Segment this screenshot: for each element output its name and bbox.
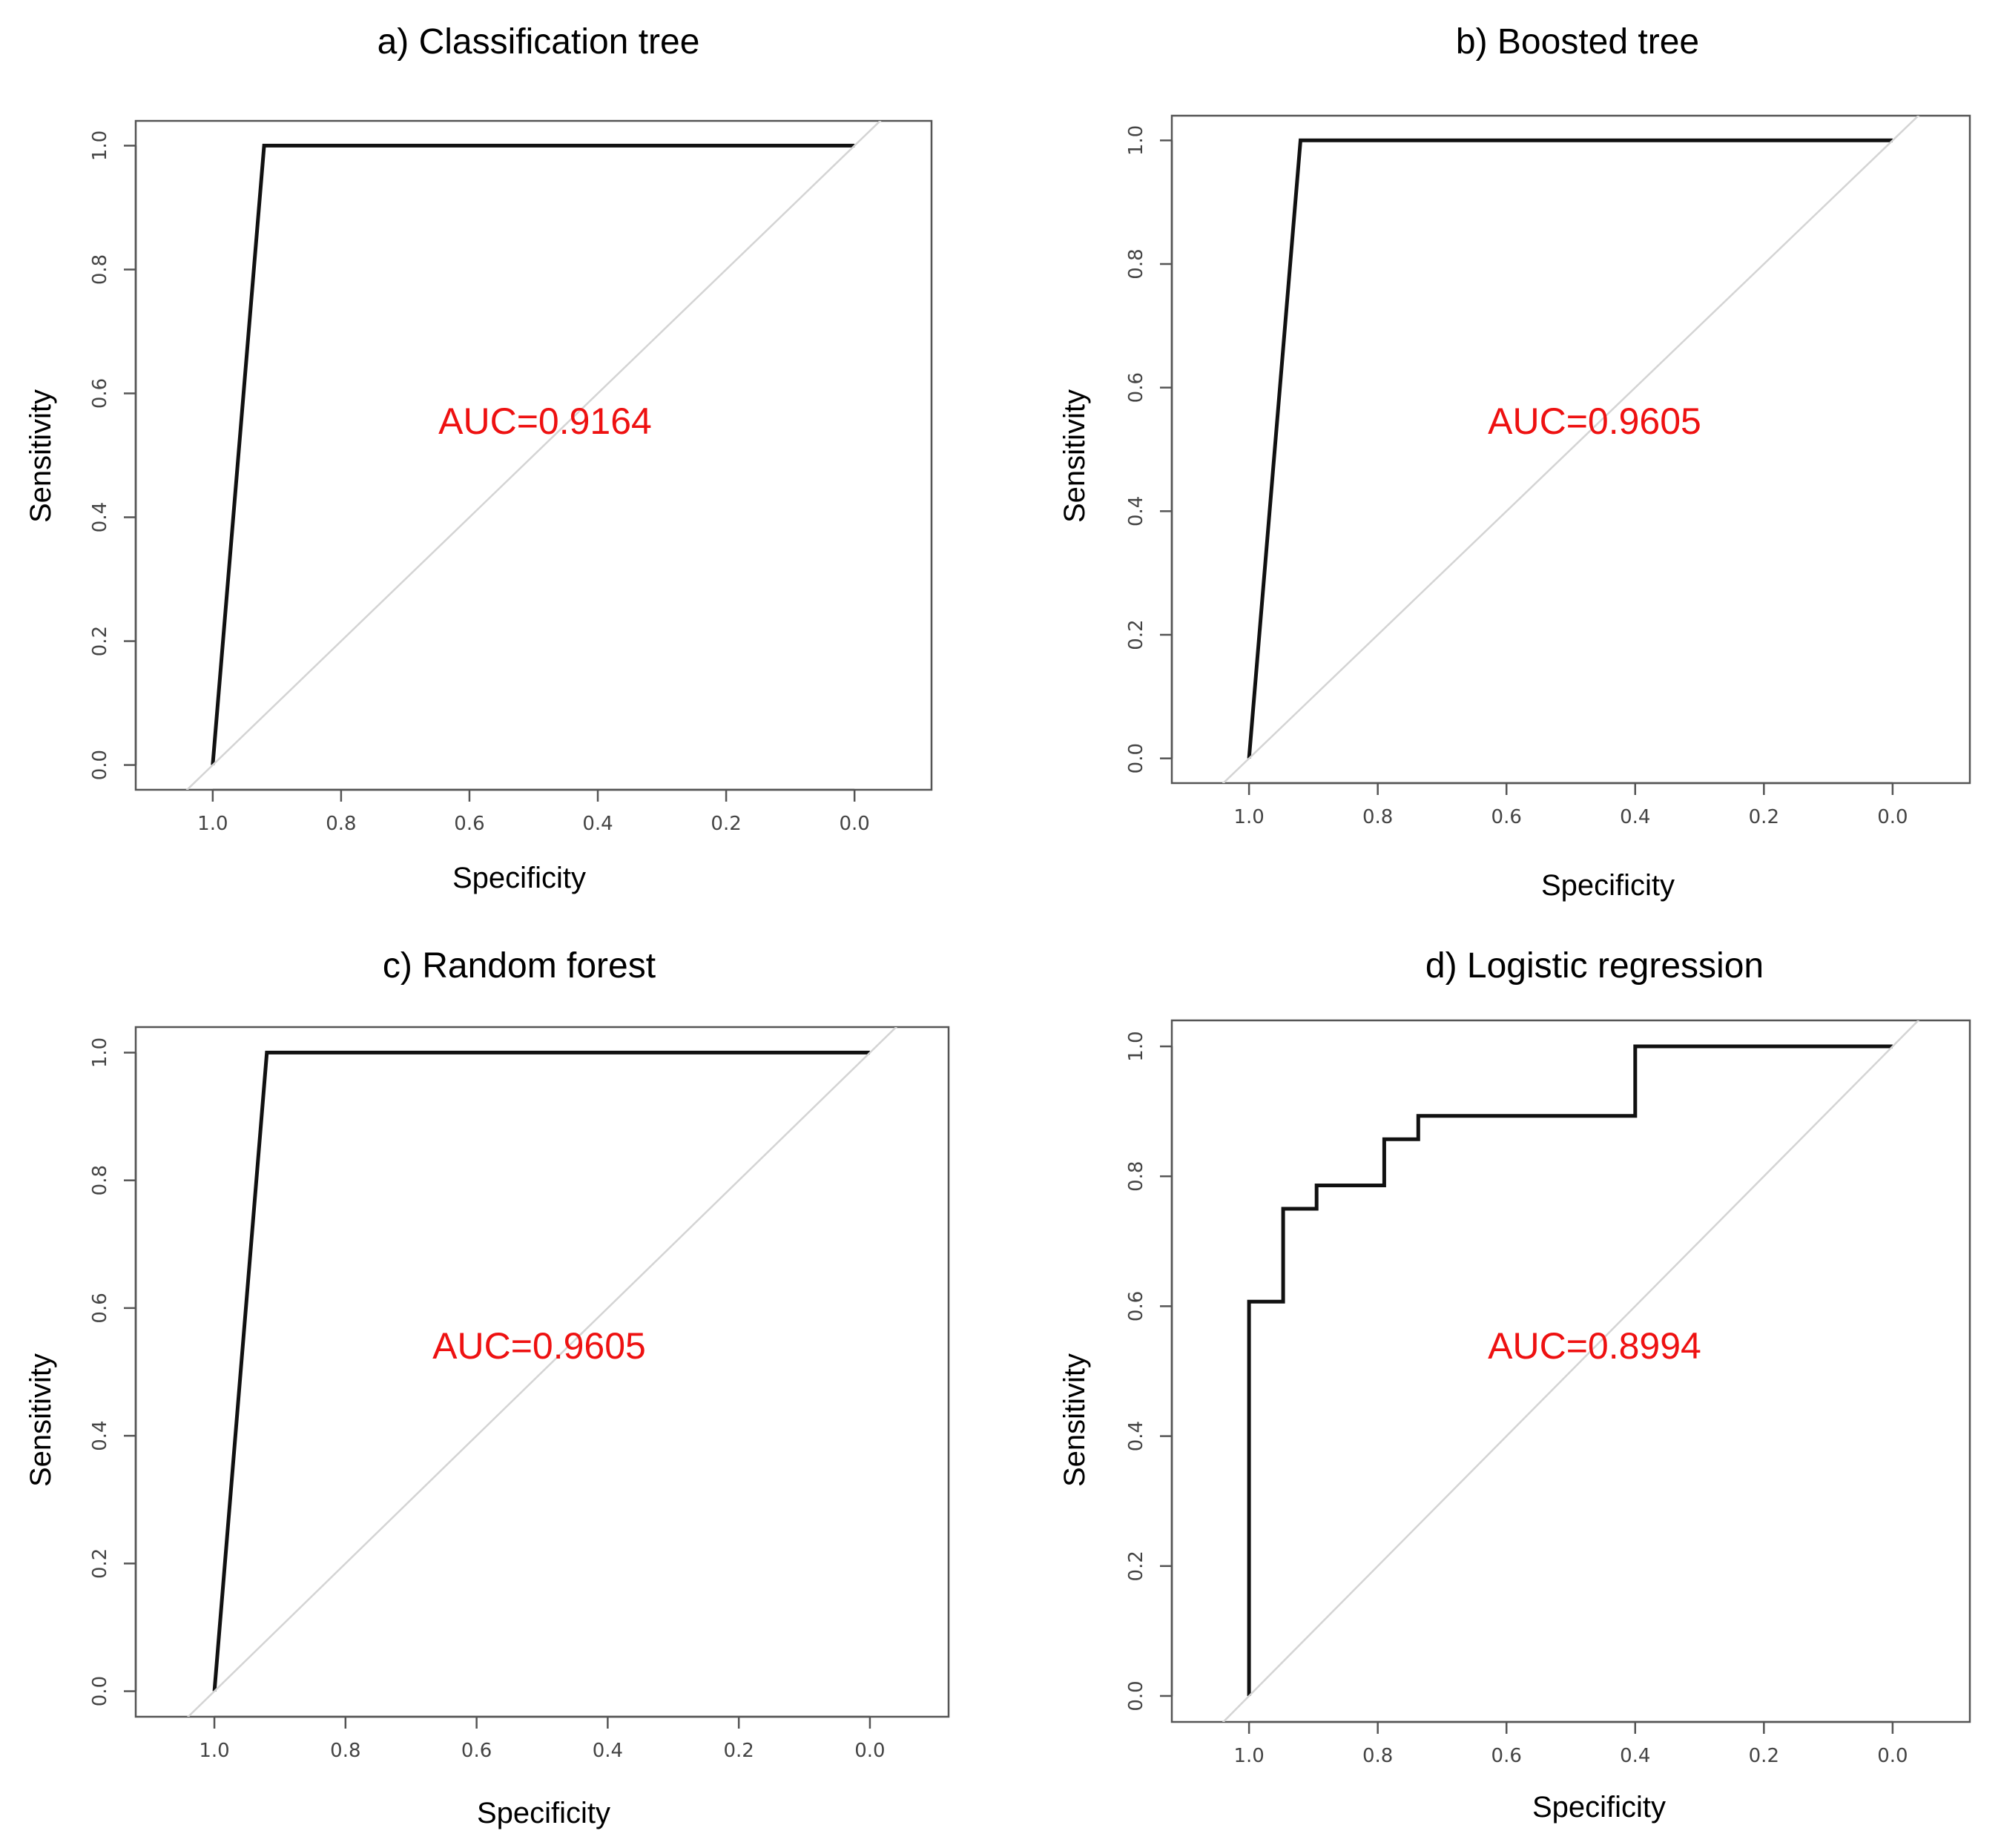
x-tick-label: 0.4 bbox=[582, 813, 613, 835]
panel-random-forest: c) Random forest 1.0 0.8 0.6 0.4 0.2 0.0 0.0 0.… bbox=[24, 946, 950, 1829]
y-tick-label: 0.2 bbox=[89, 626, 111, 656]
x-tick-label: 0.0 bbox=[1877, 1745, 1908, 1767]
panel-title: c) Random forest bbox=[383, 946, 656, 986]
panel-title: d) Logistic regression bbox=[1425, 946, 1764, 986]
x-tick-label: 0.2 bbox=[711, 813, 741, 835]
x-tick-label: 0.8 bbox=[1362, 806, 1393, 828]
y-axis-label: Sensitivity bbox=[24, 389, 57, 523]
y-tick-label: 0.4 bbox=[1125, 496, 1147, 527]
x-tick-label: 0.0 bbox=[854, 1740, 885, 1762]
x-tick-label: 0.6 bbox=[461, 1740, 492, 1762]
panel-logistic-regression: d) Logistic regression 1.0 0.8 0.6 0.4 0.2 0.… bbox=[1058, 946, 1971, 1824]
y-tick-label: 0.0 bbox=[1125, 1680, 1147, 1711]
y-tick-label: 0.8 bbox=[1125, 248, 1147, 279]
y-tick-label: 1.0 bbox=[89, 1037, 111, 1068]
y-axis-label: Sensitivity bbox=[24, 1353, 57, 1487]
roc-curve bbox=[211, 143, 855, 765]
x-tick-label: 0.8 bbox=[330, 1740, 360, 1762]
roc-curve bbox=[212, 1050, 870, 1692]
roc-curve bbox=[1247, 1044, 1893, 1696]
x-axis-label: Specificity bbox=[452, 862, 586, 894]
y-axis-label: Sensitivity bbox=[1058, 1353, 1091, 1487]
x-tick-label: 1.0 bbox=[199, 1740, 229, 1762]
x-tick-label: 0.2 bbox=[1749, 806, 1779, 828]
y-tick-label: 0.6 bbox=[1125, 372, 1147, 403]
y-tick-label: 1.0 bbox=[1125, 1031, 1147, 1061]
y-tick-label: 1.0 bbox=[1125, 125, 1147, 156]
y-tick-label: 0.8 bbox=[89, 254, 111, 285]
y-tick-label: 0.4 bbox=[1125, 1421, 1147, 1451]
x-axis-label: Specificity bbox=[1541, 869, 1675, 902]
x-axis-label: Specificity bbox=[477, 1797, 610, 1829]
reference-diagonal-line bbox=[185, 121, 882, 790]
panel-boosted-tree: b) Boosted tree 1.0 0.8 0.6 0.4 0.2 0.0 0.0 0.2… bbox=[1058, 22, 1971, 902]
x-tick-label: 0.8 bbox=[1362, 1745, 1393, 1767]
y-tick-label: 0.4 bbox=[89, 1420, 111, 1451]
x-tick-label: 0.2 bbox=[723, 1740, 754, 1762]
x-tick-label: 0.4 bbox=[1620, 1745, 1650, 1767]
roc-curve bbox=[1247, 138, 1893, 759]
y-tick-label: 0.8 bbox=[1125, 1161, 1147, 1192]
y-tick-label: 0.2 bbox=[1125, 1551, 1147, 1581]
y-tick-label: 0.2 bbox=[89, 1548, 111, 1579]
x-tick-label: 0.4 bbox=[1620, 806, 1650, 828]
x-tick-label: 0.6 bbox=[1491, 1745, 1522, 1767]
x-tick-label: 1.0 bbox=[1233, 1745, 1264, 1767]
reference-diagonal-line bbox=[186, 1027, 898, 1717]
y-tick-label: 0.8 bbox=[89, 1165, 111, 1195]
auc-label: AUC=0.8994 bbox=[1488, 1325, 1701, 1367]
y-tick-label: 0.2 bbox=[1125, 619, 1147, 650]
x-tick-label: 0.6 bbox=[1491, 806, 1522, 828]
auc-label: AUC=0.9605 bbox=[1488, 400, 1701, 442]
y-tick-label: 0.6 bbox=[89, 1293, 111, 1323]
x-tick-label: 0.6 bbox=[454, 813, 484, 835]
x-tick-label: 0.0 bbox=[1877, 806, 1908, 828]
y-tick-label: 0.0 bbox=[89, 750, 111, 780]
y-tick-label: 0.6 bbox=[1125, 1291, 1147, 1321]
y-tick-label: 0.4 bbox=[89, 502, 111, 532]
x-tick-label: 1.0 bbox=[197, 813, 228, 835]
x-tick-label: 1.0 bbox=[1233, 806, 1264, 828]
y-tick-label: 1.0 bbox=[89, 131, 111, 161]
auc-label: AUC=0.9164 bbox=[438, 400, 652, 442]
x-tick-label: 0.2 bbox=[1749, 1745, 1779, 1767]
x-tick-label: 0.0 bbox=[839, 813, 869, 835]
panel-title: a) Classification tree bbox=[378, 22, 700, 62]
x-axis-label: Specificity bbox=[1532, 1791, 1666, 1824]
y-tick-label: 0.0 bbox=[89, 1676, 111, 1706]
auc-label: AUC=0.9605 bbox=[432, 1325, 646, 1367]
reference-diagonal-line bbox=[1222, 1020, 1920, 1722]
reference-diagonal-line bbox=[1222, 116, 1920, 783]
x-tick-label: 0.8 bbox=[326, 813, 356, 835]
x-tick-label: 0.4 bbox=[593, 1740, 623, 1762]
y-tick-label: 0.6 bbox=[89, 378, 111, 409]
y-tick-label: 0.0 bbox=[1125, 743, 1147, 773]
panel-title: b) Boosted tree bbox=[1456, 22, 1699, 62]
y-axis-label: Sensitivity bbox=[1058, 389, 1091, 523]
panel-classification-tree: a) Classification tree 1.0 0.8 0.6 0.4 0.2 0.… bbox=[24, 22, 933, 894]
